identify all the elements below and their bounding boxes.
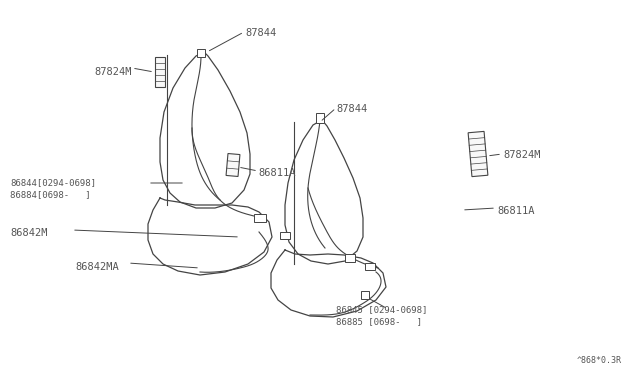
Text: 87824M: 87824M bbox=[95, 67, 132, 77]
Bar bbox=[226, 154, 240, 176]
Bar bbox=[365, 263, 375, 269]
Text: 86842MA: 86842MA bbox=[75, 262, 119, 272]
Text: 86811A: 86811A bbox=[497, 206, 534, 216]
Bar bbox=[316, 113, 324, 123]
Text: ^868*0.3R: ^868*0.3R bbox=[577, 356, 622, 365]
Text: 87844: 87844 bbox=[336, 104, 367, 114]
Text: 86884[0698-   ]: 86884[0698- ] bbox=[10, 190, 91, 199]
Text: 87844: 87844 bbox=[245, 28, 276, 38]
Bar bbox=[280, 231, 290, 238]
Bar bbox=[468, 131, 488, 177]
Text: 86845 [0294-0698]: 86845 [0294-0698] bbox=[336, 305, 428, 314]
Bar bbox=[361, 291, 369, 299]
Text: 86811A: 86811A bbox=[258, 168, 296, 178]
Text: 86844[0294-0698]: 86844[0294-0698] bbox=[10, 178, 96, 187]
Text: 87824M: 87824M bbox=[503, 150, 541, 160]
Bar bbox=[155, 57, 165, 87]
Bar bbox=[254, 214, 266, 222]
Text: 86842M: 86842M bbox=[10, 228, 47, 238]
Bar bbox=[345, 254, 355, 262]
Text: 86885 [0698-   ]: 86885 [0698- ] bbox=[336, 317, 422, 326]
Bar bbox=[197, 49, 205, 57]
